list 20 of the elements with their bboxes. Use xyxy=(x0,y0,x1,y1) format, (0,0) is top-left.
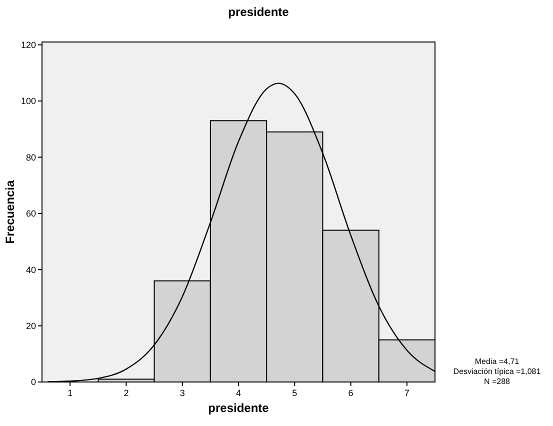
x-tick-label: 1 xyxy=(68,388,73,398)
chart-title: presidente xyxy=(228,5,290,19)
y-tick-label: 120 xyxy=(20,40,36,50)
y-axis-title: Frecuencia xyxy=(3,180,17,244)
y-tick-label: 20 xyxy=(26,320,36,331)
y-tick-label: 80 xyxy=(26,152,36,162)
x-tick-label: 3 xyxy=(180,388,185,398)
y-tick-label: 0 xyxy=(30,377,36,388)
y-tick-label: 100 xyxy=(20,96,36,106)
x-tick-label: 6 xyxy=(348,388,354,398)
y-tick-label: 60 xyxy=(26,208,36,219)
x-tick-label: 5 xyxy=(292,388,298,398)
x-tick-label: 4 xyxy=(236,388,242,398)
text: N =288 xyxy=(484,377,511,386)
y-tick-label: 40 xyxy=(26,264,36,275)
x-tick-label: 2 xyxy=(124,388,129,398)
text: Desviación típica =1,081 xyxy=(453,367,542,376)
text: Media =4,71 xyxy=(474,357,520,366)
x-tick-label: 7 xyxy=(404,388,410,398)
x-axis-title: presidente xyxy=(208,401,270,415)
